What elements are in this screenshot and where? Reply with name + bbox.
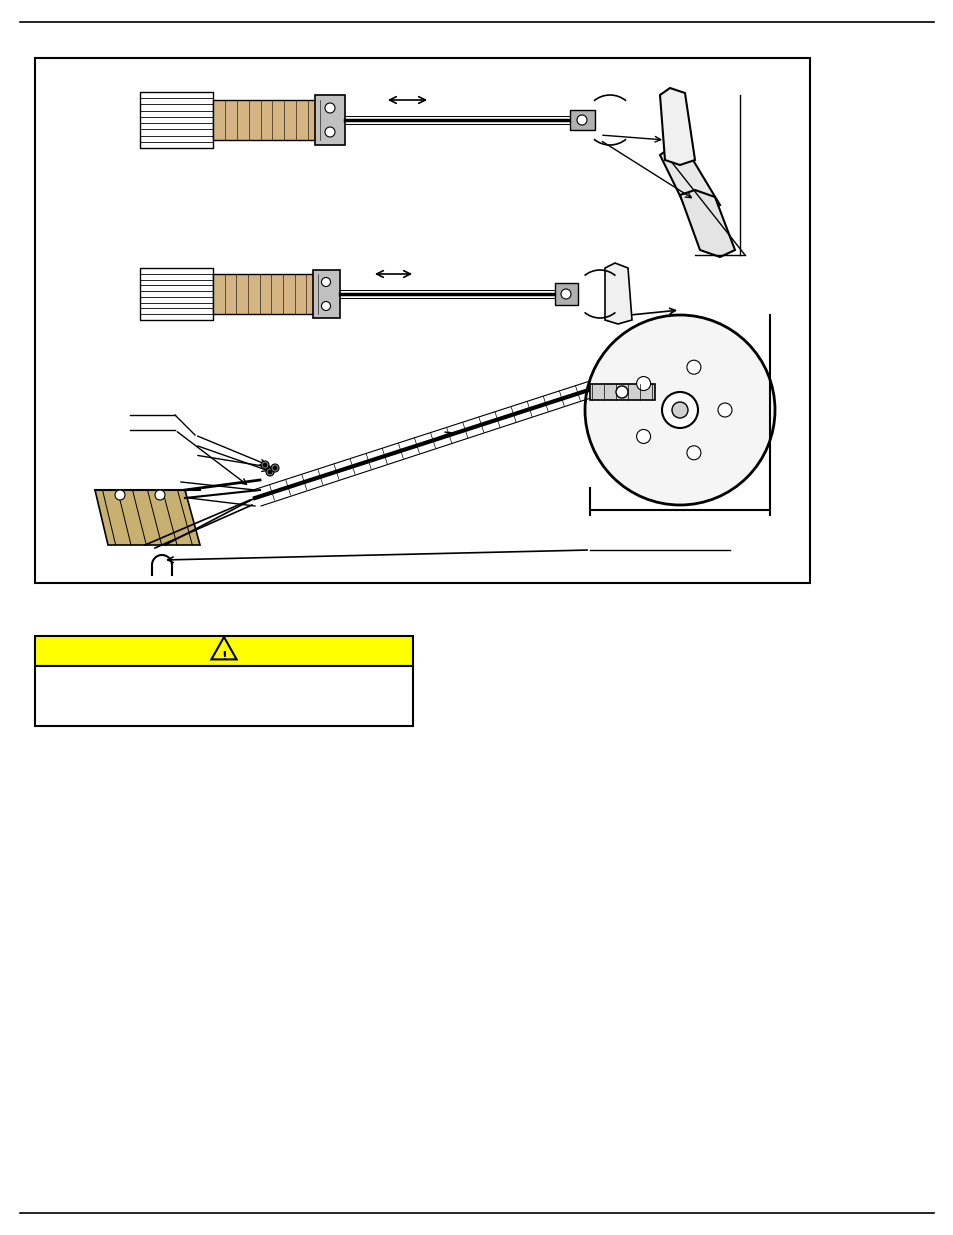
Bar bbox=[140, 91, 213, 148]
Circle shape bbox=[718, 403, 731, 417]
Circle shape bbox=[686, 361, 700, 374]
Polygon shape bbox=[604, 263, 631, 324]
Bar bbox=[213, 274, 317, 314]
Circle shape bbox=[584, 315, 774, 505]
Circle shape bbox=[154, 490, 165, 500]
Circle shape bbox=[577, 115, 586, 125]
Bar bbox=[35, 666, 413, 726]
Bar bbox=[313, 270, 339, 317]
Circle shape bbox=[321, 278, 330, 287]
Circle shape bbox=[661, 391, 698, 429]
Circle shape bbox=[261, 461, 269, 469]
Polygon shape bbox=[679, 190, 734, 257]
Circle shape bbox=[325, 103, 335, 112]
Circle shape bbox=[686, 446, 700, 459]
Circle shape bbox=[636, 377, 650, 390]
Polygon shape bbox=[212, 637, 236, 659]
Bar bbox=[555, 283, 578, 305]
Text: !: ! bbox=[221, 651, 227, 663]
Polygon shape bbox=[659, 148, 720, 212]
Circle shape bbox=[636, 430, 650, 443]
Bar bbox=[314, 95, 345, 144]
Bar bbox=[35, 636, 413, 666]
Circle shape bbox=[263, 463, 267, 467]
Circle shape bbox=[671, 403, 687, 417]
Circle shape bbox=[321, 301, 330, 310]
Circle shape bbox=[273, 466, 276, 471]
Bar bbox=[213, 100, 319, 140]
Bar bbox=[569, 110, 595, 130]
Bar bbox=[35, 58, 809, 583]
Circle shape bbox=[268, 471, 272, 474]
Polygon shape bbox=[659, 88, 695, 165]
Circle shape bbox=[325, 127, 335, 137]
Circle shape bbox=[271, 464, 278, 472]
Bar bbox=[140, 268, 213, 320]
Circle shape bbox=[616, 387, 627, 398]
Circle shape bbox=[266, 468, 274, 475]
Circle shape bbox=[115, 490, 125, 500]
Bar bbox=[589, 384, 655, 400]
Polygon shape bbox=[95, 490, 200, 545]
Circle shape bbox=[560, 289, 571, 299]
